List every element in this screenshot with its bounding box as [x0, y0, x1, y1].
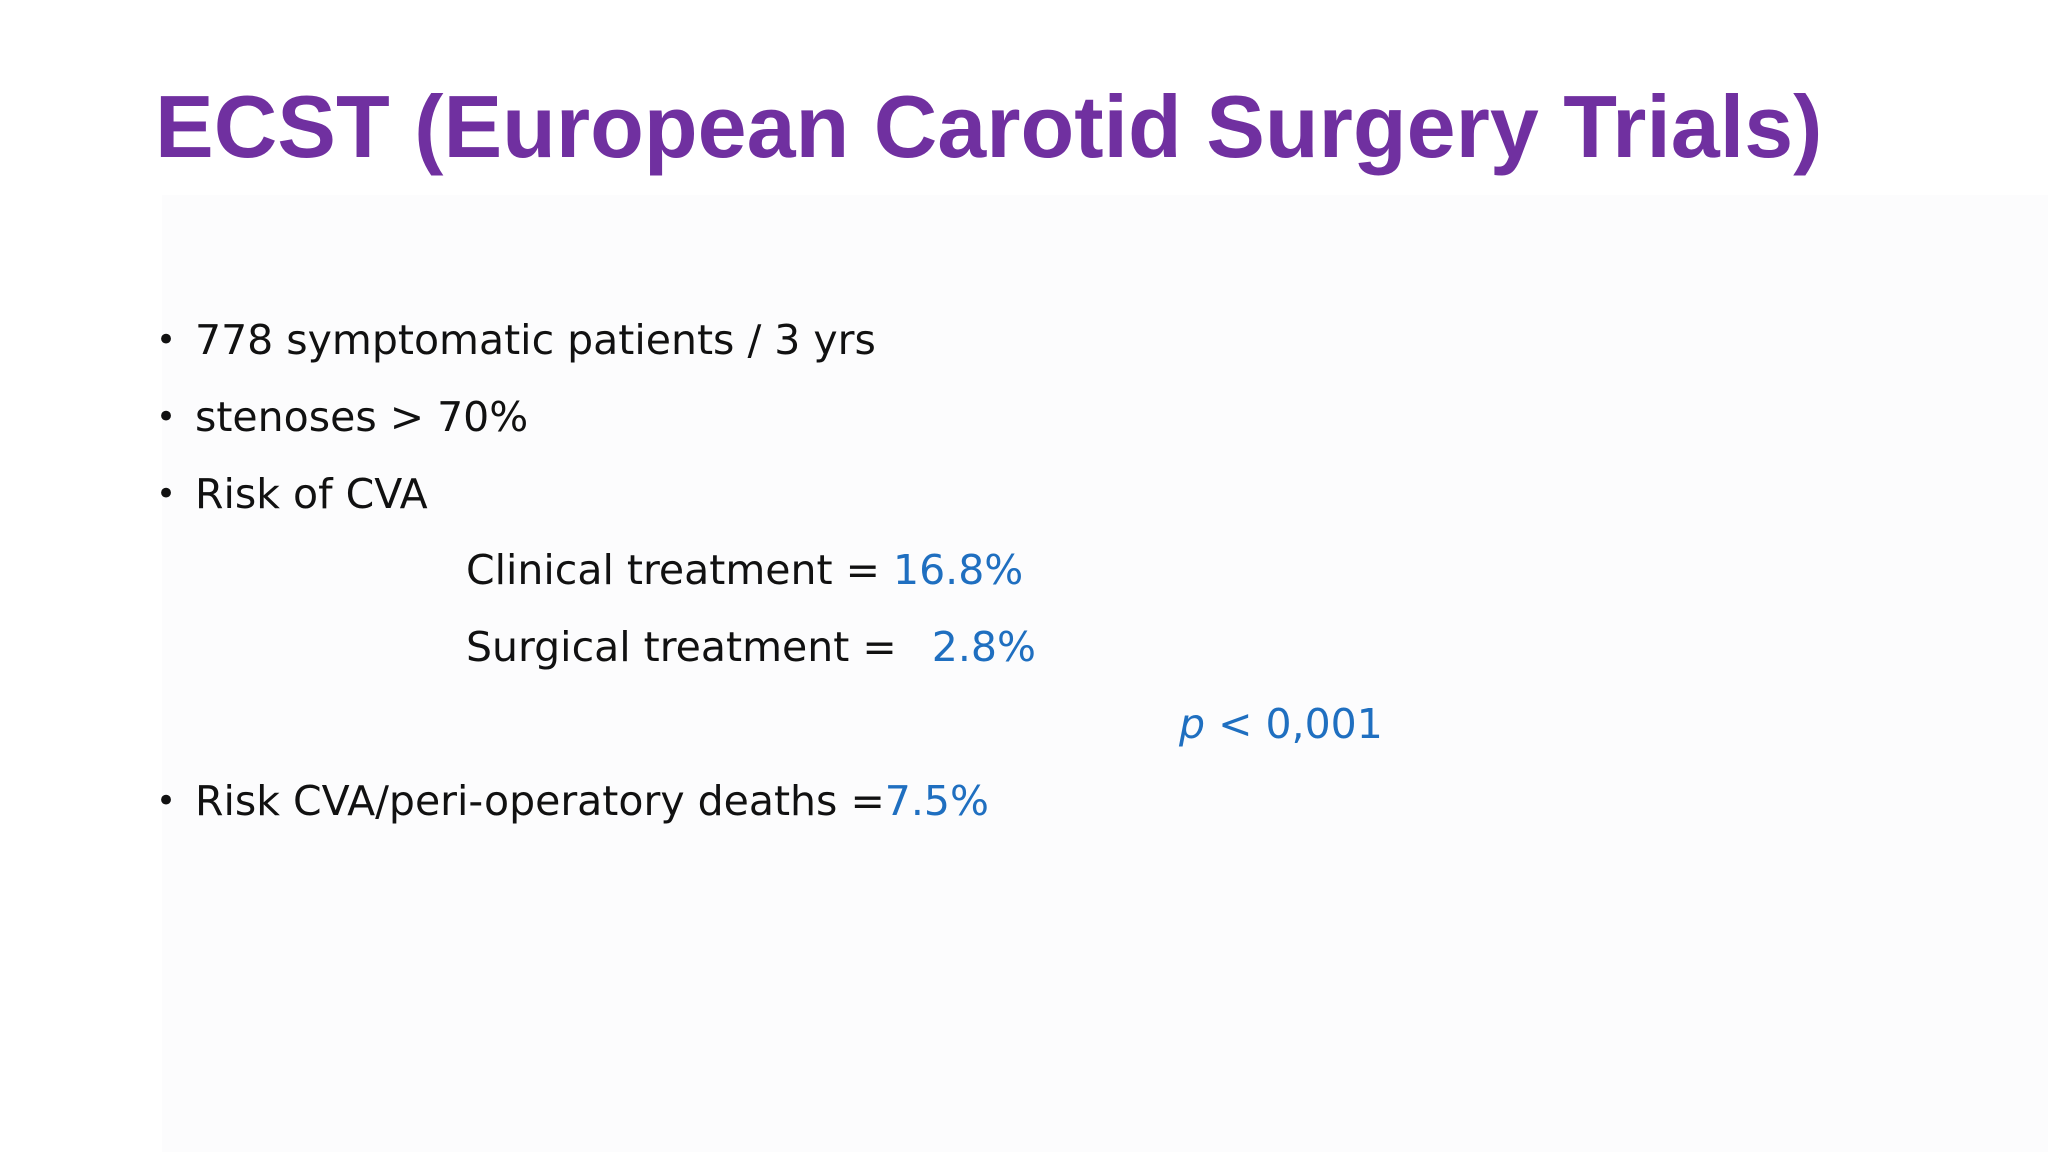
bullet-patients: 778 symptomatic patients / 3 yrs — [195, 316, 876, 364]
clinical-treatment-line: Clinical treatment = 16.8% — [466, 542, 1023, 598]
surgical-treatment-label: Surgical treatment = — [466, 623, 910, 671]
deaths-value: 7.5% — [884, 777, 989, 825]
clinical-treatment-value: 16.8% — [892, 546, 1024, 594]
surgical-treatment-value: 2.8% — [931, 623, 1036, 671]
bullet-stenoses: stenoses > 70% — [195, 393, 529, 441]
surgical-treatment-line: Surgical treatment = 2.8% — [466, 619, 1036, 675]
bullet-dot: • — [156, 474, 177, 514]
bullet-dot: • — [156, 320, 177, 360]
content-panel — [162, 195, 2048, 1152]
bullet-dot: • — [156, 781, 177, 821]
bullet-risk-cva: Risk of CVA — [195, 470, 428, 518]
bullet-peri-operatory-deaths: Risk CVA/peri-operatory deaths =7.5% — [195, 773, 989, 829]
slide-title: ECST (European Carotid Surgery Trials) — [155, 77, 1823, 176]
deaths-label: Risk CVA/peri-operatory deaths = — [195, 777, 885, 825]
bullet-dot: • — [156, 397, 177, 437]
p-symbol: p — [1179, 700, 1206, 748]
p-value-text: < 0,001 — [1205, 700, 1383, 748]
p-value: p < 0,001 — [1179, 696, 1383, 752]
clinical-treatment-label: Clinical treatment = — [466, 546, 893, 594]
